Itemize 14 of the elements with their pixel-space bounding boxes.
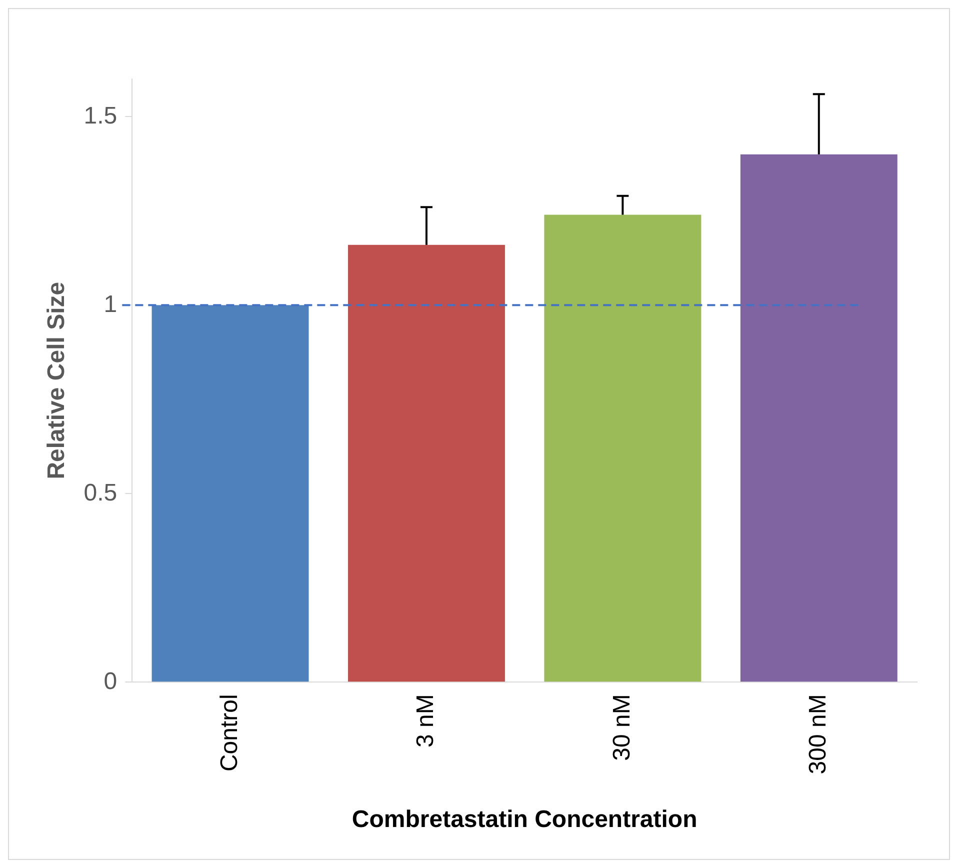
bar bbox=[740, 154, 898, 682]
x-tick-label: 300 nM bbox=[804, 694, 832, 774]
x-tick-label: Control bbox=[216, 694, 243, 772]
y-tick-label: 1 bbox=[104, 290, 118, 318]
bar bbox=[152, 305, 309, 682]
bar bbox=[348, 244, 505, 682]
bar bbox=[544, 214, 702, 682]
y-axis-title: Relative Cell Size bbox=[43, 282, 70, 480]
y-tick-label: 1.5 bbox=[84, 102, 118, 130]
x-tick-label: 3 nM bbox=[412, 694, 440, 748]
x-axis-title: Combretastatin Concentration bbox=[352, 806, 698, 834]
y-tick-label: 0.5 bbox=[84, 479, 118, 506]
y-tick-label: 0 bbox=[104, 668, 118, 695]
x-tick-label: 30 nM bbox=[608, 694, 636, 761]
